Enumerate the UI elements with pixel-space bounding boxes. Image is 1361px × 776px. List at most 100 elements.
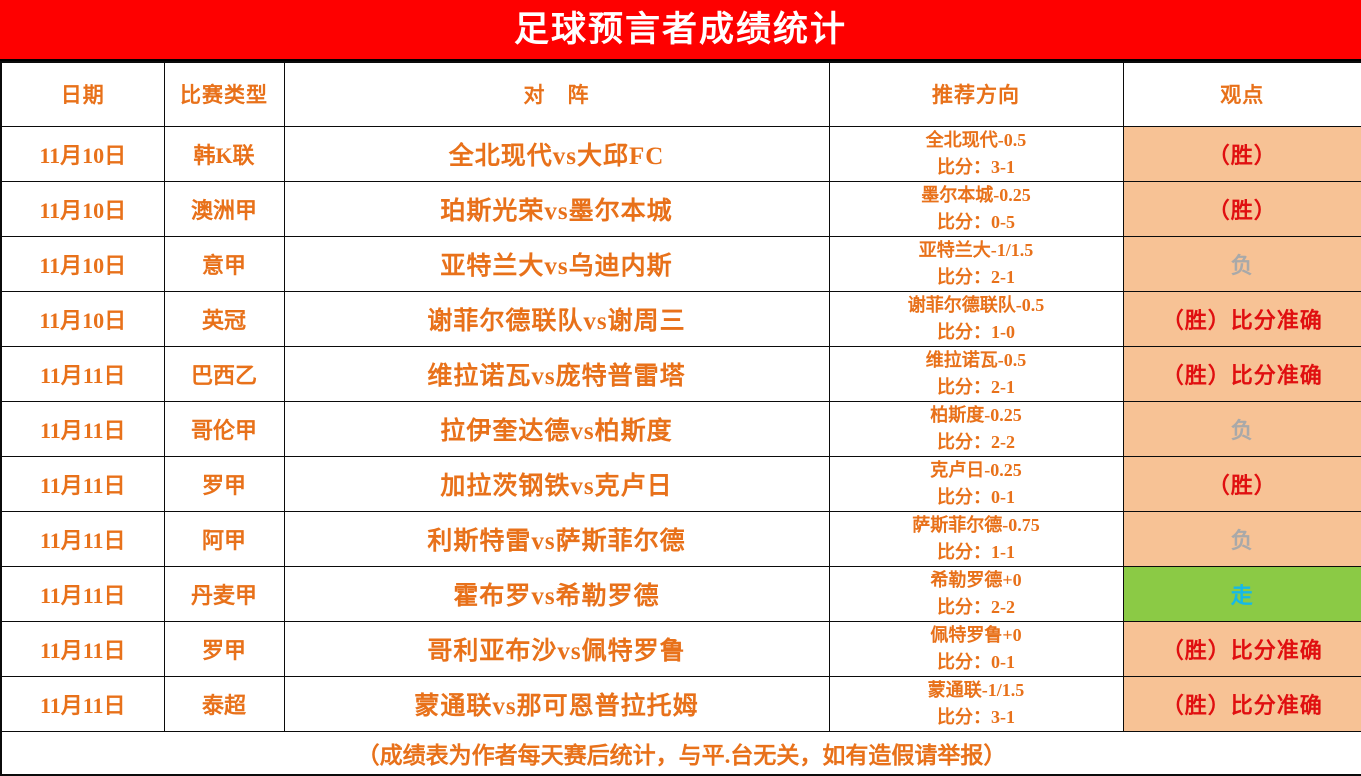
cell-result-badge: （胜）比分准确 — [1122, 345, 1361, 402]
cell-date: 11月11日 — [0, 565, 165, 622]
cell-fixture: 拉伊奎达德vs柏斯度 — [283, 400, 830, 457]
recommendation-score: 比分：3-1 — [937, 706, 1015, 727]
cell-recommendation: 萨斯菲尔德-0.75 比分：1-1 — [828, 510, 1124, 567]
column-header-match: 对 阵 — [283, 61, 830, 127]
table-row: 11月10日 韩K联 全北现代vs大邱FC 全北现代-0.5 比分：3-1 （胜） — [0, 125, 1361, 182]
table-body: 日期 比赛类型 对 阵 推荐方向 观点 11月10日 韩K联 全北现代vs大邱FC 全… — [0, 61, 1361, 776]
cell-result-badge: 负 — [1122, 235, 1361, 292]
cell-fixture: 加拉茨钢铁vs克卢日 — [283, 455, 830, 512]
cell-date: 11月10日 — [0, 180, 165, 237]
recommendation-pick: 克卢日-0.25 — [930, 460, 1022, 481]
cell-date: 11月11日 — [0, 345, 165, 402]
cell-fixture: 珀斯光荣vs墨尔本城 — [283, 180, 830, 237]
cell-recommendation: 亚特兰大-1/1.5 比分：2-1 — [828, 235, 1124, 292]
cell-recommendation: 佩特罗鲁+0 比分：0-1 — [828, 620, 1124, 677]
recommendation-score: 比分：2-2 — [937, 596, 1015, 617]
cell-match-type: 丹麦甲 — [163, 565, 285, 622]
table-row: 11月11日 巴西乙 维拉诺瓦vs庞特普雷塔 维拉诺瓦-0.5 比分：2-1 （胜）比分准… — [0, 345, 1361, 402]
column-header-date: 日期 — [0, 61, 165, 127]
cell-match-type: 罗甲 — [163, 620, 285, 677]
cell-fixture: 霍布罗vs希勒罗德 — [283, 565, 830, 622]
cell-date: 11月11日 — [0, 455, 165, 512]
recommendation-score: 比分：2-1 — [937, 376, 1015, 397]
cell-recommendation: 希勒罗德+0 比分：2-2 — [828, 565, 1124, 622]
table-row: 11月10日 英冠 谢菲尔德联队vs谢周三 谢菲尔德联队-0.5 比分：1-0 （胜）比分… — [0, 290, 1361, 347]
cell-result-badge: 走 — [1122, 565, 1361, 622]
recommendation-pick: 墨尔本城-0.25 — [921, 185, 1031, 206]
recommendation-pick: 萨斯菲尔德-0.75 — [912, 515, 1040, 536]
recommendation-pick: 柏斯度-0.25 — [930, 405, 1022, 426]
cell-match-type: 阿甲 — [163, 510, 285, 567]
recommendation-pick: 蒙通联-1/1.5 — [927, 680, 1025, 701]
cell-match-type: 澳洲甲 — [163, 180, 285, 237]
cell-result-badge: 负 — [1122, 510, 1361, 567]
cell-date: 11月11日 — [0, 675, 165, 732]
cell-recommendation: 蒙通联-1/1.5 比分：3-1 — [828, 675, 1124, 732]
cell-result-badge: （胜）比分准确 — [1122, 675, 1361, 732]
recommendation-score: 比分：0-5 — [937, 211, 1015, 232]
recommendation-score: 比分：2-2 — [937, 431, 1015, 452]
cell-fixture: 蒙通联vs那可恩普拉托姆 — [283, 675, 830, 732]
cell-recommendation: 柏斯度-0.25 比分：2-2 — [828, 400, 1124, 457]
table-header-row: 日期 比赛类型 对 阵 推荐方向 观点 — [0, 61, 1361, 127]
prediction-results-table: 日期 比赛类型 对 阵 推荐方向 观点 11月10日 韩K联 全北现代vs大邱FC 全… — [0, 61, 1361, 776]
cell-result-badge: （胜）比分准确 — [1122, 290, 1361, 347]
cell-date: 11月10日 — [0, 125, 165, 182]
cell-match-type: 意甲 — [163, 235, 285, 292]
cell-recommendation: 全北现代-0.5 比分：3-1 — [828, 125, 1124, 182]
cell-fixture: 谢菲尔德联队vs谢周三 — [283, 290, 830, 347]
cell-match-type: 哥伦甲 — [163, 400, 285, 457]
table-row: 11月10日 澳洲甲 珀斯光荣vs墨尔本城 墨尔本城-0.25 比分：0-5 （胜） — [0, 180, 1361, 237]
cell-match-type: 泰超 — [163, 675, 285, 732]
cell-result-badge: （胜） — [1122, 125, 1361, 182]
footer-note: （成绩表为作者每天赛后统计，与平.台无关，如有造假请举报） — [0, 730, 1361, 776]
recommendation-score: 比分：0-1 — [937, 486, 1015, 507]
cell-date: 11月11日 — [0, 510, 165, 567]
cell-date: 11月10日 — [0, 290, 165, 347]
page-title: 足球预言者成绩统计 — [0, 0, 1361, 61]
cell-date: 11月11日 — [0, 620, 165, 677]
recommendation-pick: 亚特兰大-1/1.5 — [918, 240, 1034, 261]
recommendation-score: 比分：1-1 — [937, 541, 1015, 562]
recommendation-pick: 希勒罗德+0 — [930, 570, 1022, 591]
table-row: 11月11日 哥伦甲 拉伊奎达德vs柏斯度 柏斯度-0.25 比分：2-2 负 — [0, 400, 1361, 457]
cell-result-badge: （胜） — [1122, 180, 1361, 237]
cell-recommendation: 克卢日-0.25 比分：0-1 — [828, 455, 1124, 512]
cell-fixture: 维拉诺瓦vs庞特普雷塔 — [283, 345, 830, 402]
cell-fixture: 全北现代vs大邱FC — [283, 125, 830, 182]
cell-result-badge: （胜） — [1122, 455, 1361, 512]
table-row: 11月11日 阿甲 利斯特雷vs萨斯菲尔德 萨斯菲尔德-0.75 比分：1-1 负 — [0, 510, 1361, 567]
table-row: 11月11日 泰超 蒙通联vs那可恩普拉托姆 蒙通联-1/1.5 比分：3-1 （胜）比分… — [0, 675, 1361, 732]
recommendation-pick: 佩特罗鲁+0 — [930, 625, 1022, 646]
recommendation-score: 比分：1-0 — [937, 321, 1015, 342]
cell-date: 11月10日 — [0, 235, 165, 292]
cell-result-badge: 负 — [1122, 400, 1361, 457]
cell-result-badge: （胜）比分准确 — [1122, 620, 1361, 677]
column-header-recommendation: 推荐方向 — [828, 61, 1124, 127]
table-row: 11月11日 罗甲 哥利亚布沙vs佩特罗鲁 佩特罗鲁+0 比分：0-1 （胜）比分准确 — [0, 620, 1361, 677]
cell-match-type: 罗甲 — [163, 455, 285, 512]
cell-recommendation: 墨尔本城-0.25 比分：0-5 — [828, 180, 1124, 237]
cell-match-type: 巴西乙 — [163, 345, 285, 402]
recommendation-score: 比分：3-1 — [937, 156, 1015, 177]
recommendation-pick: 全北现代-0.5 — [925, 130, 1027, 151]
cell-match-type: 韩K联 — [163, 125, 285, 182]
column-header-type: 比赛类型 — [163, 61, 285, 127]
cell-fixture: 哥利亚布沙vs佩特罗鲁 — [283, 620, 830, 677]
cell-recommendation: 谢菲尔德联队-0.5 比分：1-0 — [828, 290, 1124, 347]
cell-fixture: 利斯特雷vs萨斯菲尔德 — [283, 510, 830, 567]
cell-recommendation: 维拉诺瓦-0.5 比分：2-1 — [828, 345, 1124, 402]
recommendation-pick: 维拉诺瓦-0.5 — [925, 350, 1027, 371]
cell-date: 11月11日 — [0, 400, 165, 457]
table-footer-row: （成绩表为作者每天赛后统计，与平.台无关，如有造假请举报） — [0, 730, 1361, 776]
table-row: 11月11日 罗甲 加拉茨钢铁vs克卢日 克卢日-0.25 比分：0-1 （胜） — [0, 455, 1361, 512]
cell-match-type: 英冠 — [163, 290, 285, 347]
table-row: 11月11日 丹麦甲 霍布罗vs希勒罗德 希勒罗德+0 比分：2-2 走 — [0, 565, 1361, 622]
recommendation-score: 比分：2-1 — [937, 266, 1015, 287]
recommendation-pick: 谢菲尔德联队-0.5 — [907, 295, 1045, 316]
cell-fixture: 亚特兰大vs乌迪内斯 — [283, 235, 830, 292]
recommendation-score: 比分：0-1 — [937, 651, 1015, 672]
column-header-view: 观点 — [1122, 61, 1361, 127]
table-row: 11月10日 意甲 亚特兰大vs乌迪内斯 亚特兰大-1/1.5 比分：2-1 负 — [0, 235, 1361, 292]
